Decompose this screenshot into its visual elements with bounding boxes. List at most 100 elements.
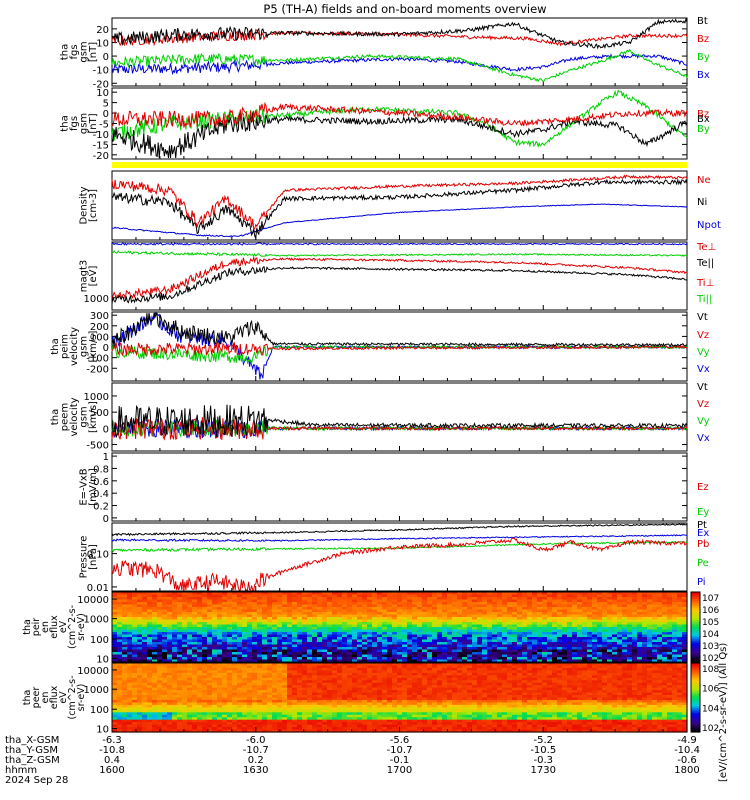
- heatmap-cell: [407, 677, 413, 681]
- heatmap-cell: [467, 644, 473, 648]
- heatmap-cell: [522, 675, 528, 679]
- heatmap-cell: [142, 672, 148, 676]
- heatmap-cell: [477, 614, 483, 618]
- heatmap-cell: [562, 607, 568, 611]
- heatmap-cell: [257, 599, 263, 603]
- heatmap-cell: [162, 672, 168, 676]
- heatmap-cell: [152, 680, 158, 684]
- heatmap-cell: [232, 632, 238, 636]
- heatmap-cell: [552, 599, 558, 603]
- panel-ylabel: tha: [50, 409, 61, 425]
- heatmap-cell: [342, 665, 348, 669]
- heatmap-cell: [382, 649, 388, 653]
- heatmap-cell: [462, 594, 468, 598]
- heatmap-cell: [612, 649, 618, 653]
- heatmap-cell: [177, 639, 183, 643]
- heatmap-cell: [177, 644, 183, 648]
- heatmap-cell: [302, 604, 308, 608]
- heatmap-cell: [302, 609, 308, 613]
- ytick-label: -200: [86, 364, 109, 375]
- heatmap-cell: [182, 629, 188, 633]
- heatmap-cell: [617, 677, 623, 681]
- heatmap-cell: [307, 685, 313, 689]
- heatmap-cell: [142, 665, 148, 669]
- heatmap-cell: [527, 647, 533, 651]
- heatmap-cell: [612, 599, 618, 603]
- heatmap-cell: [552, 663, 558, 667]
- heatmap-cell: [432, 663, 438, 667]
- heatmap-cell: [592, 654, 598, 658]
- heatmap-cell: [577, 685, 583, 689]
- heatmap-cell: [622, 607, 628, 611]
- heatmap-cell: [217, 592, 223, 596]
- heatmap-cell: [582, 657, 588, 661]
- heatmap-cell: [282, 639, 288, 643]
- heatmap-cell: [227, 612, 233, 616]
- heatmap-cell: [157, 647, 163, 651]
- heatmap-cell: [462, 639, 468, 643]
- heatmap-cell: [177, 614, 183, 618]
- heatmap-cell: [467, 602, 473, 606]
- ytick-label: 1: [103, 452, 109, 463]
- heatmap-cell: [557, 659, 563, 663]
- heatmap-cell: [252, 663, 258, 667]
- heatmap-cell: [547, 607, 553, 611]
- heatmap-cell: [552, 632, 558, 636]
- heatmap-cell: [132, 602, 138, 606]
- heatmap-cell: [187, 597, 193, 601]
- heatmap-cell: [312, 599, 318, 603]
- heatmap-cell: [382, 614, 388, 618]
- heatmap-cell: [307, 614, 313, 618]
- heatmap-cell: [287, 649, 293, 653]
- heatmap-cell: [637, 602, 643, 606]
- heatmap-cell: [237, 592, 243, 596]
- heatmap-cell: [117, 675, 123, 679]
- heatmap-cell: [427, 665, 433, 669]
- heatmap-cell: [252, 612, 258, 616]
- heatmap-cell: [177, 597, 183, 601]
- heatmap-cell: [397, 629, 403, 633]
- heatmap-cell: [627, 637, 633, 641]
- heatmap-cell: [442, 637, 448, 641]
- heatmap-cell: [567, 659, 573, 663]
- heatmap-cell: [237, 680, 243, 684]
- heatmap-cell: [312, 637, 318, 641]
- heatmap-cell: [272, 677, 278, 681]
- heatmap-cell: [562, 675, 568, 679]
- heatmap-cell: [137, 659, 143, 663]
- heatmap-cell: [217, 639, 223, 643]
- heatmap-cell: [522, 619, 528, 623]
- heatmap-cell: [667, 622, 673, 626]
- heatmap-cell: [327, 612, 333, 616]
- heatmap-cell: [637, 624, 643, 628]
- heatmap-cell: [467, 659, 473, 663]
- heatmap-cell: [337, 654, 343, 658]
- heatmap-cell: [167, 680, 173, 684]
- heatmap-cell: [547, 597, 553, 601]
- heatmap-cell: [657, 609, 663, 613]
- heatmap-cell: [652, 667, 658, 671]
- heatmap-cell: [572, 647, 578, 651]
- heatmap-cell: [302, 652, 308, 656]
- heatmap-cell: [517, 624, 523, 628]
- heatmap-cell: [327, 647, 333, 651]
- heatmap-cell: [322, 685, 328, 689]
- heatmap-cell: [367, 667, 373, 671]
- heatmap-cell: [587, 672, 593, 676]
- heatmap-cell: [517, 599, 523, 603]
- heatmap-cell: [367, 644, 373, 648]
- heatmap-cell: [262, 639, 268, 643]
- heatmap-cell: [482, 612, 488, 616]
- panel-peim_velocity: thapeimvelocitygsm[km/s]-200-10001002003…: [50, 311, 710, 382]
- heatmap-cell: [592, 617, 598, 621]
- heatmap-cell: [247, 627, 253, 631]
- heatmap-cell: [467, 604, 473, 608]
- heatmap-cell: [552, 687, 558, 691]
- heatmap-cell: [417, 612, 423, 616]
- heatmap-cell: [177, 609, 183, 613]
- heatmap-cell: [192, 657, 198, 661]
- heatmap-cell: [122, 687, 128, 691]
- heatmap-cell: [577, 592, 583, 596]
- heatmap-cell: [127, 617, 133, 621]
- heatmap-cell: [347, 663, 353, 667]
